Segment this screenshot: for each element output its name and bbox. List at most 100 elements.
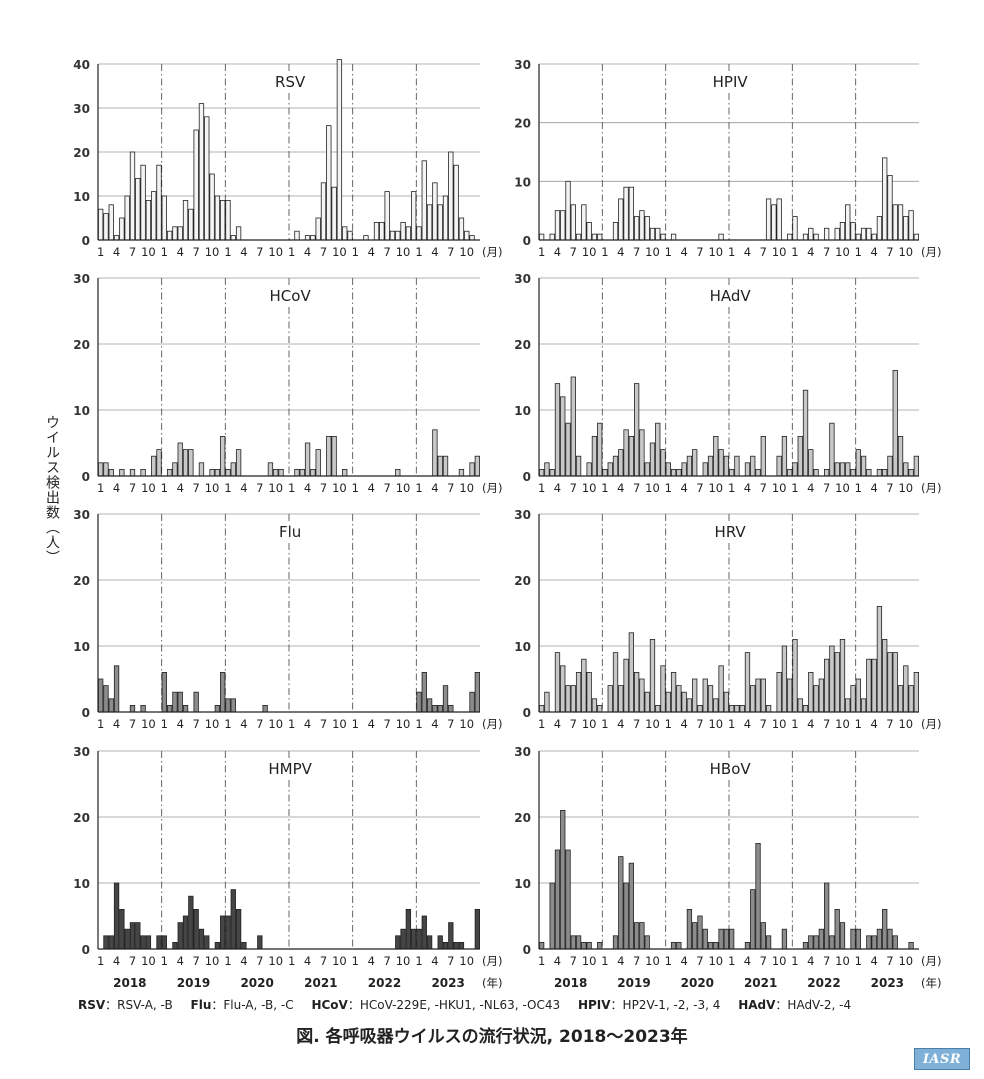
flu-month-label: 7 bbox=[447, 717, 454, 731]
hpiv-panel-title: HPIV bbox=[713, 73, 749, 91]
hmpv-bar bbox=[188, 895, 194, 950]
hmpv-month-label: 10 bbox=[459, 954, 474, 968]
hadv-bar bbox=[792, 462, 798, 477]
hrv-bar bbox=[855, 678, 861, 713]
hmpv-bar bbox=[453, 942, 459, 950]
hadv-month-label: 1 bbox=[601, 481, 608, 495]
hrv-bar bbox=[860, 698, 867, 713]
hbov-title-bg bbox=[702, 758, 759, 780]
hrv-month-label: 7 bbox=[696, 717, 703, 731]
flu-panel-title: Flu bbox=[279, 523, 301, 541]
hadv-bar bbox=[755, 468, 761, 477]
hadv-ytick-label: 30 bbox=[514, 272, 531, 286]
hbov-bar bbox=[539, 942, 545, 950]
hbov-ytick-label: 20 bbox=[514, 811, 531, 825]
hcov-month-label: 1 bbox=[97, 481, 104, 495]
hpiv-bar bbox=[908, 210, 914, 241]
hbov-year-label: 2021 bbox=[744, 976, 777, 990]
hbov-bar bbox=[570, 935, 576, 950]
hmpv-bar bbox=[405, 909, 412, 950]
hrv-bar bbox=[702, 678, 708, 713]
hcov-bar bbox=[432, 429, 438, 477]
rsv-bar bbox=[405, 226, 412, 241]
hbov-month-label: 4 bbox=[744, 954, 751, 968]
hbov-month-label: 7 bbox=[696, 954, 703, 968]
flu-ytick-label: 20 bbox=[73, 574, 90, 588]
hrv-bar bbox=[824, 658, 830, 713]
hpiv-bar bbox=[581, 204, 587, 241]
hpiv-bar bbox=[813, 233, 819, 241]
hmpv-month-label: 7 bbox=[192, 954, 199, 968]
rsv-month-unit: (月) bbox=[482, 245, 502, 259]
hpiv-bar bbox=[839, 221, 846, 241]
hadv-bar bbox=[607, 462, 613, 477]
hbov-bar bbox=[713, 942, 719, 950]
flu-bar bbox=[172, 691, 178, 713]
hrv-bar bbox=[866, 658, 872, 713]
rsv-bar bbox=[464, 230, 470, 241]
rsv-bar bbox=[177, 226, 183, 241]
flu-month-unit: (月) bbox=[482, 717, 502, 731]
flu-ytick-label: 10 bbox=[73, 640, 90, 654]
hbov-bar bbox=[813, 935, 819, 950]
hbov-year-label: 2020 bbox=[681, 976, 714, 990]
rsv-month-label: 4 bbox=[304, 245, 311, 259]
hmpv-bar bbox=[421, 915, 427, 950]
rsv-ytick-label: 30 bbox=[73, 102, 90, 116]
hadv-bar bbox=[544, 462, 550, 477]
rsv-bar bbox=[140, 164, 146, 241]
hcov-bar bbox=[103, 462, 109, 477]
hadv-bar bbox=[686, 455, 693, 477]
rsv-bar bbox=[416, 226, 422, 241]
hpiv-bar bbox=[860, 227, 867, 241]
rsv-bar bbox=[411, 191, 417, 241]
hrv-bar bbox=[655, 705, 661, 713]
hpiv-month-label: 4 bbox=[617, 245, 624, 259]
hcov-bar bbox=[273, 468, 279, 477]
hrv-bar bbox=[697, 705, 703, 713]
hbov-bar bbox=[765, 935, 772, 950]
hbov-year-label: 2019 bbox=[617, 976, 650, 990]
hpiv-month-label: 10 bbox=[708, 245, 723, 259]
rsv-bar bbox=[395, 230, 401, 241]
hrv-bar bbox=[681, 691, 687, 713]
hrv-month-label: 10 bbox=[645, 717, 660, 731]
flu-bar bbox=[103, 685, 109, 713]
hcov-bar bbox=[177, 442, 183, 477]
hadv-bar bbox=[908, 468, 914, 477]
hadv-bar bbox=[813, 468, 819, 477]
hadv-bar bbox=[618, 449, 624, 477]
hrv-bar bbox=[554, 652, 561, 713]
rsv-bar bbox=[156, 164, 162, 241]
hbov-bar bbox=[866, 935, 872, 950]
hcov-bar bbox=[182, 449, 189, 477]
flu-bar bbox=[225, 698, 231, 713]
hpiv-title-bg bbox=[702, 71, 759, 93]
hmpv-bar bbox=[395, 935, 401, 950]
hpiv-month-label: 10 bbox=[898, 245, 913, 259]
hcov-month-label: 1 bbox=[161, 481, 168, 495]
hcov-bar bbox=[469, 462, 475, 477]
rsv-month-label: 7 bbox=[192, 245, 199, 259]
rsv-bar bbox=[363, 235, 369, 241]
rsv-bar bbox=[151, 191, 157, 241]
hadv-month-label: 4 bbox=[744, 481, 751, 495]
hadv-ytick-label: 10 bbox=[514, 404, 531, 418]
hrv-bar bbox=[570, 685, 576, 713]
hmpv-year-label: 2021 bbox=[304, 976, 337, 990]
hrv-bar bbox=[591, 698, 598, 713]
hpiv-month-label: 10 bbox=[835, 245, 850, 259]
hcov-month-label: 4 bbox=[368, 481, 375, 495]
flu-month-label: 10 bbox=[459, 717, 474, 731]
hcov-month-label: 7 bbox=[383, 481, 390, 495]
hadv-bar bbox=[565, 422, 571, 477]
hmpv-month-label: 10 bbox=[141, 954, 156, 968]
hadv-bar bbox=[713, 435, 719, 477]
rsv-bar bbox=[400, 221, 406, 241]
hadv-month-label: 1 bbox=[855, 481, 862, 495]
flu-month-label: 4 bbox=[113, 717, 120, 731]
hbov-bar bbox=[623, 882, 629, 950]
rsv-bar bbox=[347, 230, 353, 241]
hcov-bar bbox=[315, 449, 321, 477]
rsv-bar bbox=[384, 191, 390, 241]
